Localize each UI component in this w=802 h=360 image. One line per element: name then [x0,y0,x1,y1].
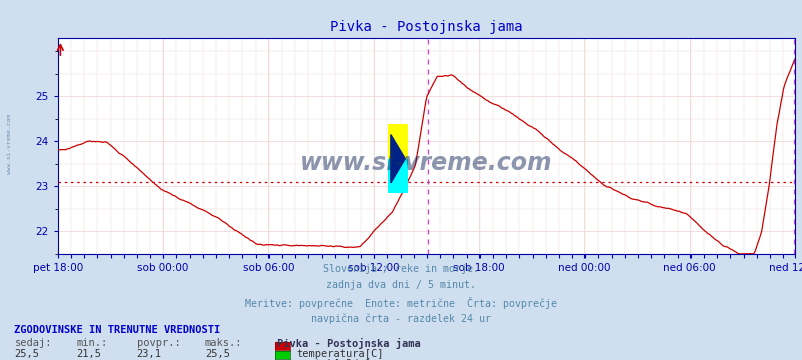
Text: zadnja dva dni / 5 minut.: zadnja dva dni / 5 minut. [326,280,476,290]
Text: pretok[m3/s]: pretok[m3/s] [296,359,371,360]
Text: -nan: -nan [76,359,101,360]
Text: www.si-vreme.com: www.si-vreme.com [7,114,12,174]
Text: Pivka - Postojnska jama: Pivka - Postojnska jama [277,338,420,350]
Text: -nan: -nan [14,359,39,360]
Text: -nan: -nan [136,359,161,360]
Text: Meritve: povprečne  Enote: metrične  Črta: povprečje: Meritve: povprečne Enote: metrične Črta:… [245,297,557,309]
Text: www.si-vreme.com: www.si-vreme.com [300,151,552,175]
Text: maks.:: maks.: [205,338,242,348]
Text: 21,5: 21,5 [76,349,101,359]
Text: -nan: -nan [205,359,229,360]
Title: Pivka - Postojnska jama: Pivka - Postojnska jama [330,20,522,34]
Text: 25,5: 25,5 [205,349,229,359]
Text: min.:: min.: [76,338,107,348]
Text: temperatura[C]: temperatura[C] [296,349,383,359]
Text: Slovenija / reke in morje.: Slovenija / reke in morje. [323,264,479,274]
Text: povpr.:: povpr.: [136,338,180,348]
Text: 25,5: 25,5 [14,349,39,359]
Text: ZGODOVINSKE IN TRENUTNE VREDNOSTI: ZGODOVINSKE IN TRENUTNE VREDNOSTI [14,325,221,335]
Text: navpična črta - razdelek 24 ur: navpična črta - razdelek 24 ur [311,313,491,324]
Text: sedaj:: sedaj: [14,338,52,348]
Text: 23,1: 23,1 [136,349,161,359]
